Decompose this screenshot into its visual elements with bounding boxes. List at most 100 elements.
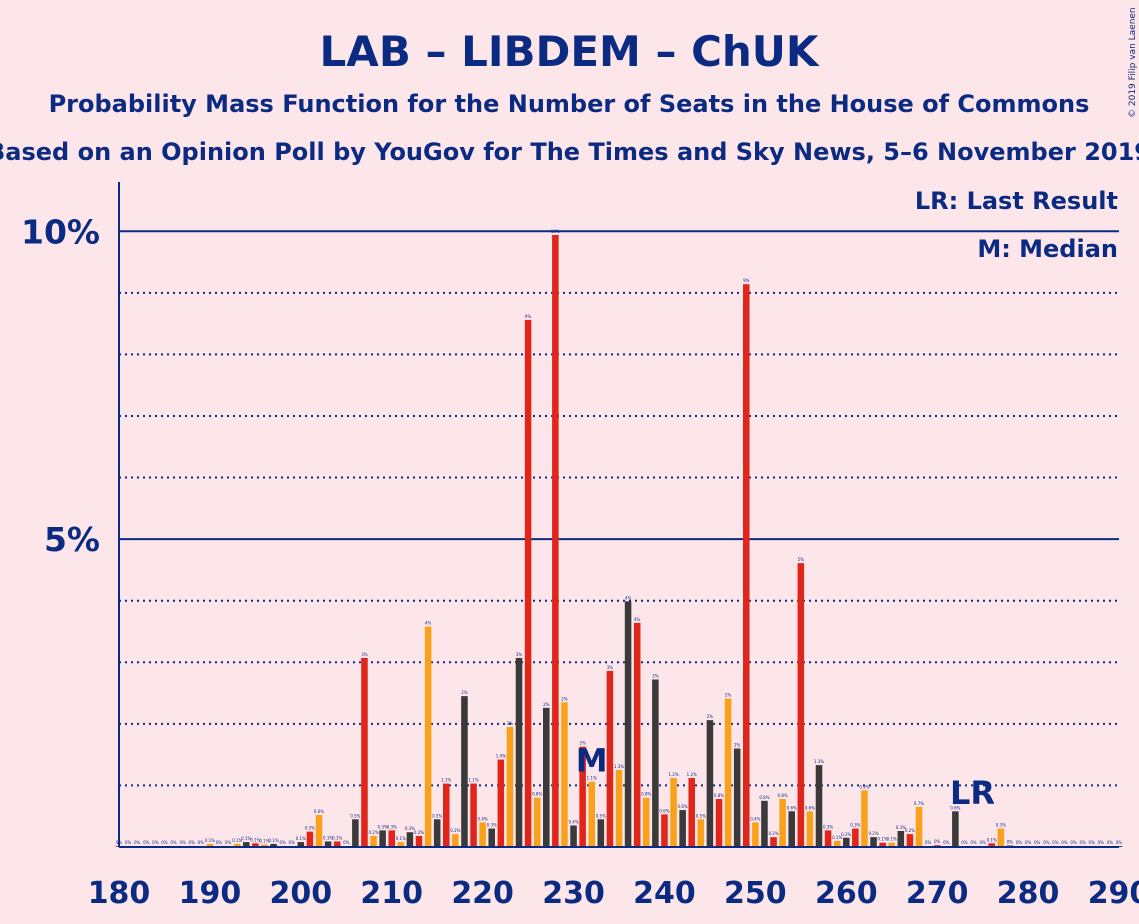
bar-label-231: 2%	[579, 741, 586, 746]
bar-265-orange	[888, 842, 895, 847]
bar-label-287: 0%	[1089, 840, 1096, 845]
bar-232-orange	[588, 781, 595, 847]
bar-label-269: 0%	[925, 840, 932, 845]
bar-240-red	[661, 814, 668, 847]
bar-label-241: 1.2%	[668, 772, 678, 777]
bar-label-189: 0%	[198, 840, 205, 845]
bar-label-217: 0.2%	[450, 828, 460, 833]
bar-label-226: 0.8%	[532, 792, 542, 797]
bar-label-280: 0%	[1025, 840, 1032, 845]
x-tick-label-210: 210	[360, 876, 423, 911]
bar-245-dark	[706, 720, 714, 847]
bar-259-orange	[833, 840, 841, 847]
bar-220-orange	[479, 822, 486, 847]
bar-label-271: 0%	[943, 840, 950, 845]
chart-title: LAB – LIBDEM – ChUK	[320, 27, 820, 76]
bar-266-dark	[897, 830, 905, 847]
bar-label-275: 0%	[979, 840, 986, 845]
bar-202-orange	[315, 814, 323, 847]
bar-label-185: 0%	[161, 840, 168, 845]
y-tick-label-5: 5%	[44, 520, 100, 559]
bar-label-222: 1.4%	[496, 754, 506, 759]
bar-241-orange	[670, 778, 677, 847]
bar-238-orange	[643, 797, 650, 847]
x-tick-label-180: 180	[88, 876, 151, 911]
bars	[115, 234, 1123, 848]
bar-label-268: 0.7%	[914, 801, 924, 806]
bar-label-181: 0%	[125, 840, 132, 845]
bar-216-red	[443, 783, 450, 847]
last-result-marker: LR	[950, 774, 995, 812]
bar-label-219: 1.1%	[468, 778, 478, 783]
bar-label-273: 0%	[961, 840, 968, 845]
bar-217-orange	[452, 834, 459, 847]
bar-193-orange	[233, 843, 241, 847]
bar-label-197: 0.1%	[268, 838, 278, 843]
bar-195-red	[252, 843, 259, 847]
x-tick-label-190: 190	[179, 876, 242, 911]
copyright-note: © 2019 Filip van Laenen	[1128, 7, 1138, 118]
bar-label-248: 2%	[734, 742, 741, 747]
bar-label-272: 0.6%	[950, 805, 960, 810]
bar-258-red	[824, 830, 832, 847]
bar-label-276: 0.1%	[987, 837, 997, 842]
bar-label-290: 0%	[1116, 840, 1123, 845]
bar-268-orange	[915, 806, 923, 847]
legend-last-result: LR: Last Result	[915, 187, 1118, 215]
bar-243-red	[688, 778, 695, 847]
bar-210-red	[388, 830, 395, 847]
bar-222-red	[497, 759, 505, 847]
bar-218-dark	[461, 696, 468, 847]
bar-263-dark	[870, 837, 877, 847]
x-tick-label-270: 270	[906, 876, 969, 911]
bar-label-194: 0.1%	[241, 836, 251, 841]
bar-247-orange	[724, 698, 732, 847]
bar-label-216: 1.1%	[441, 778, 451, 783]
bar-label-252: 0.2%	[768, 831, 778, 836]
bar-label-205: 0%	[343, 840, 350, 845]
bar-label-284: 0%	[1061, 840, 1068, 845]
bar-label-253: 0.8%	[778, 793, 788, 798]
bar-label-249: 9%	[743, 278, 750, 283]
bar-248-dark	[733, 748, 741, 847]
bar-label-206: 0.5%	[350, 813, 360, 818]
x-tick-label-250: 250	[724, 876, 787, 911]
bar-label-224: 3%	[516, 652, 523, 657]
bar-label-250: 0.4%	[750, 816, 760, 821]
bar-label-274: 0%	[970, 840, 977, 845]
bar-223-orange	[506, 726, 514, 847]
bar-208-orange	[370, 835, 377, 847]
bar-197-dark	[270, 843, 277, 847]
x-tick-label-200: 200	[270, 876, 333, 911]
bar-label-230: 0.4%	[568, 819, 578, 824]
bar-label-204: 0.1%	[332, 835, 342, 840]
bar-label-207: 3%	[361, 652, 368, 657]
legend-median: M: Median	[977, 235, 1118, 263]
bar-label-261: 0.3%	[850, 823, 860, 828]
bar-label-237: 4%	[634, 617, 641, 622]
bar-label-221: 0.3%	[487, 823, 497, 828]
bar-254-dark	[788, 811, 795, 847]
bar-221-dark	[488, 828, 495, 847]
x-tick-label-260: 260	[815, 876, 878, 911]
bar-224-dark	[515, 657, 523, 847]
bar-label-247: 2%	[725, 693, 732, 698]
bar-label-260: 0.2%	[841, 832, 851, 837]
bar-206-dark	[352, 819, 359, 847]
bar-207-red	[361, 657, 368, 847]
bar-label-265: 0.1%	[887, 837, 897, 842]
bar-252-red	[770, 837, 777, 847]
bar-label-202: 0.6%	[314, 809, 324, 814]
bar-label-286: 0%	[1079, 840, 1086, 845]
bar-225-red	[524, 319, 532, 848]
x-tick-label-290: 290	[1088, 876, 1139, 911]
median-marker: M	[576, 742, 608, 780]
bar-label-256: 0.6%	[805, 805, 815, 810]
x-tick-label-230: 230	[542, 876, 605, 911]
bar-label-263: 0.2%	[868, 831, 878, 836]
bar-261-red	[852, 828, 859, 847]
bar-label-257: 1.3%	[814, 759, 824, 764]
bar-label-282: 0%	[1043, 840, 1050, 845]
bar-260-dark	[843, 837, 850, 847]
